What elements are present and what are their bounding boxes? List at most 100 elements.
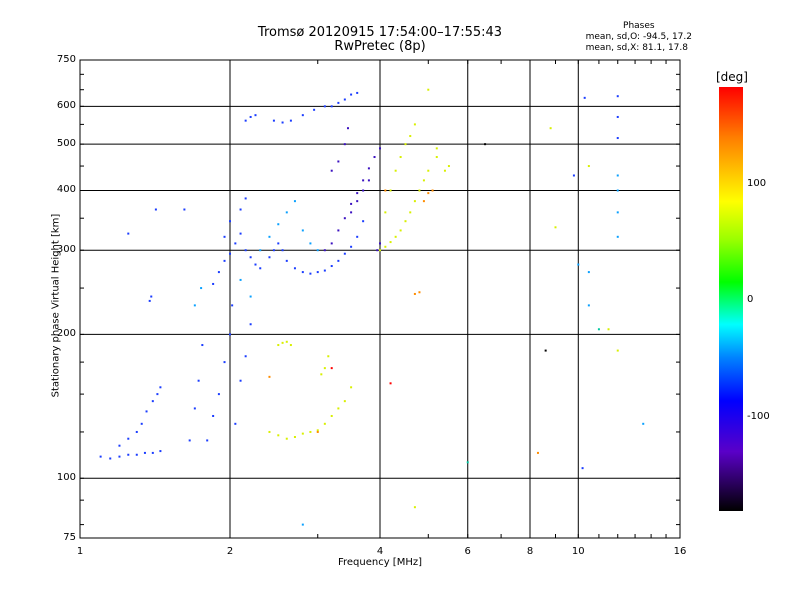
data-point — [259, 267, 262, 270]
phases-heading: Phases — [623, 21, 655, 31]
data-point — [201, 344, 204, 347]
data-point — [367, 179, 370, 182]
data-point — [234, 422, 237, 425]
data-point — [244, 197, 247, 200]
data-point — [373, 156, 376, 159]
data-point — [277, 223, 280, 226]
data-point — [268, 256, 271, 259]
data-point — [249, 115, 252, 118]
data-point — [127, 437, 130, 440]
data-point — [277, 344, 280, 347]
data-point — [384, 189, 387, 192]
data-point — [293, 200, 296, 203]
data-point — [223, 259, 226, 262]
data-point — [231, 304, 234, 307]
data-point — [443, 169, 446, 172]
data-point — [156, 393, 159, 396]
data-point — [272, 249, 275, 252]
data-point — [254, 263, 257, 266]
data-point — [404, 220, 407, 223]
data-point — [350, 93, 353, 96]
data-point — [323, 105, 326, 108]
data-point — [268, 235, 271, 238]
data-point — [193, 304, 196, 307]
data-point — [249, 323, 252, 326]
data-point — [616, 137, 619, 140]
y-tick-label: 600 — [56, 100, 76, 112]
data-point — [616, 349, 619, 352]
data-point — [356, 192, 359, 195]
data-point — [376, 249, 379, 252]
data-point — [536, 451, 539, 454]
data-point — [244, 119, 247, 122]
data-point — [343, 400, 346, 403]
data-point — [427, 88, 430, 91]
y-tick-label: 75 — [63, 532, 76, 543]
x-tick-label: 10 — [571, 546, 585, 557]
data-point — [193, 407, 196, 410]
data-point — [404, 143, 407, 146]
data-point — [109, 457, 112, 460]
data-point — [330, 169, 333, 172]
data-point — [356, 235, 359, 238]
data-point — [159, 450, 162, 453]
colorbar-title: [deg] — [716, 70, 748, 84]
data-point — [217, 393, 220, 396]
y-tick-label: 400 — [56, 184, 76, 196]
data-point — [285, 437, 288, 440]
data-point — [309, 272, 312, 275]
data-point — [301, 229, 304, 232]
data-point — [389, 241, 392, 244]
data-point — [418, 189, 421, 192]
colorbar-tick-100: 100 — [747, 178, 767, 189]
data-point — [616, 174, 619, 177]
data-point — [206, 439, 209, 442]
data-point — [346, 127, 349, 130]
data-point — [323, 422, 326, 425]
data-point — [399, 156, 402, 159]
data-point — [320, 373, 323, 376]
data-point — [183, 208, 186, 211]
data-point — [293, 267, 296, 270]
data-point — [212, 282, 215, 285]
colorbar-tick-minus100: -100 — [747, 411, 770, 422]
data-point — [343, 98, 346, 101]
data-point — [337, 259, 340, 262]
data-point — [150, 295, 153, 298]
data-point — [418, 291, 421, 294]
data-point — [337, 160, 340, 163]
y-tick-label: 300 — [56, 244, 76, 256]
data-point — [145, 410, 148, 413]
data-point — [197, 379, 200, 382]
data-point — [239, 232, 242, 235]
data-point — [587, 304, 590, 307]
data-point — [577, 263, 580, 266]
data-point — [379, 147, 381, 150]
data-point — [289, 119, 292, 122]
data-point — [200, 287, 203, 290]
chart-title-line2: RwPretec (8p) — [334, 39, 426, 54]
data-point — [384, 245, 387, 248]
data-point — [350, 202, 353, 205]
data-point — [587, 271, 590, 274]
y-axis-label: Stationary phase Virtual Height [km] — [50, 213, 62, 398]
data-point — [350, 245, 353, 248]
data-point — [413, 506, 416, 509]
data-point — [249, 256, 252, 259]
data-point — [422, 200, 425, 203]
data-point — [597, 328, 600, 331]
data-point — [384, 211, 387, 214]
data-point — [581, 467, 584, 470]
data-point — [301, 432, 304, 435]
data-point — [362, 220, 365, 223]
data-point — [362, 189, 365, 192]
data-point — [413, 200, 416, 203]
data-point — [316, 429, 319, 432]
data-point — [244, 355, 247, 358]
data-point — [554, 226, 557, 229]
data-point — [330, 105, 333, 108]
data-point — [281, 249, 284, 252]
colorbar-tick-0: 0 — [747, 294, 754, 305]
data-point — [285, 211, 288, 214]
